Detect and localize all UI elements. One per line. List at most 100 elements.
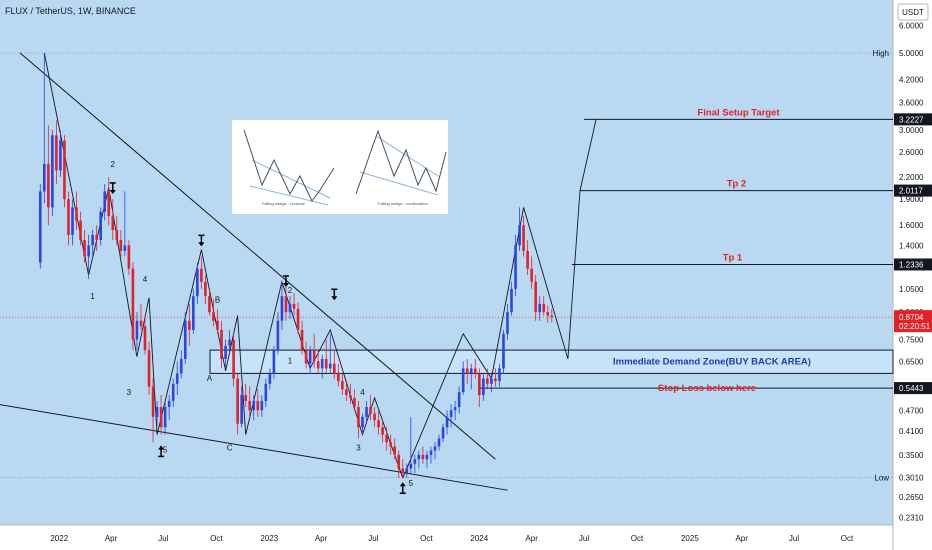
x-tick-label: Jul — [158, 534, 168, 543]
candle — [188, 303, 191, 346]
target-label: Tp 1 — [723, 252, 743, 263]
x-tick-label: 2022 — [50, 534, 68, 543]
candle-body — [341, 381, 344, 390]
candle-body — [397, 454, 401, 469]
candle — [220, 320, 223, 369]
x-tick-label: Jul — [579, 534, 589, 543]
candle — [272, 345, 276, 379]
candle-body — [115, 229, 119, 241]
candle — [224, 339, 227, 369]
candle — [341, 373, 344, 396]
candle-body — [127, 245, 131, 269]
candle — [546, 305, 550, 323]
y-tick-label: 0.6500 — [899, 357, 924, 366]
y-tick-label: 0.2310 — [899, 514, 924, 523]
candle — [260, 395, 264, 417]
candle — [288, 296, 292, 319]
currency-button[interactable]: USDT — [897, 3, 929, 21]
y-tick-label: 0.2650 — [899, 493, 924, 502]
candle-body — [304, 350, 308, 364]
candle-body — [349, 395, 352, 398]
candle — [135, 312, 139, 351]
candle — [167, 395, 171, 421]
current-price-value: 0.8704 — [899, 313, 924, 322]
candle — [482, 373, 485, 401]
candle-body — [228, 339, 231, 346]
x-tick-label: 2023 — [260, 534, 278, 543]
candle — [425, 450, 429, 469]
candle — [252, 395, 256, 421]
candle — [159, 395, 163, 435]
candle-body — [465, 368, 469, 374]
candle-body — [405, 468, 409, 474]
candle — [345, 381, 348, 401]
candle-body — [421, 454, 425, 460]
candle-body — [320, 358, 324, 369]
candle-body — [260, 400, 264, 411]
candle-body — [288, 303, 292, 313]
x-tick-label: Oct — [210, 534, 223, 543]
candle — [377, 410, 380, 435]
highlow-price: 0.3010 — [899, 474, 924, 483]
candle-body — [240, 395, 243, 424]
candle-body — [526, 250, 529, 269]
candle — [465, 358, 469, 384]
candle — [337, 363, 340, 387]
candle-body — [159, 407, 163, 428]
candle — [357, 400, 360, 439]
candle — [179, 350, 183, 379]
candle — [248, 386, 252, 417]
candle-body — [337, 373, 340, 382]
candle-body — [546, 312, 550, 316]
candle-body — [220, 329, 223, 359]
arrow-down-icon — [282, 275, 289, 287]
price-badge-label: 0.5443 — [899, 384, 924, 393]
price-badge — [894, 382, 932, 395]
candle-body — [71, 207, 74, 235]
candle — [486, 368, 489, 390]
candle — [276, 312, 280, 355]
demand-zone — [209, 349, 894, 374]
candle-body — [345, 389, 348, 396]
candle-body — [530, 268, 533, 282]
chart-title: FLUX / TetherUS, 1W, BINANCE — [5, 6, 136, 16]
candle — [477, 368, 481, 408]
candle-body — [55, 135, 58, 171]
candle — [449, 403, 453, 428]
wedge-continuation-sketch — [355, 129, 447, 196]
candle-body — [433, 446, 437, 451]
highlow-label: High — [873, 49, 889, 58]
candle-body — [51, 135, 54, 208]
candle-body — [473, 368, 477, 374]
candle-body — [139, 320, 143, 327]
candle-body — [224, 345, 227, 359]
y-tick-label: 2.6000 — [899, 148, 924, 157]
candle-body — [83, 240, 86, 257]
candle-body — [328, 363, 332, 369]
candle-body — [272, 350, 276, 374]
x-tick-label: Apr — [735, 534, 748, 543]
candle — [244, 383, 247, 408]
candle — [530, 256, 533, 289]
price-badge-label: 1.2336 — [899, 260, 924, 269]
candle-body — [59, 140, 62, 171]
candle — [38, 184, 42, 269]
candle-body — [494, 378, 497, 382]
target-label: Final Setup Target — [697, 107, 780, 118]
candle — [417, 450, 421, 469]
candle-body — [324, 358, 328, 369]
y-tick-label: 3.6000 — [899, 99, 924, 108]
y-tick-label: 1.6000 — [899, 221, 924, 230]
wave-label: 1 — [288, 357, 293, 366]
candle — [300, 320, 304, 355]
candle — [63, 135, 66, 208]
candle — [67, 191, 70, 246]
candle-body — [389, 442, 392, 447]
candle — [240, 386, 243, 428]
countdown-timer: 02:20:51 — [899, 322, 931, 331]
candle — [51, 130, 54, 217]
candle-body — [401, 468, 405, 474]
candle — [538, 296, 542, 321]
highlow-price: 5.0000 — [899, 49, 924, 58]
